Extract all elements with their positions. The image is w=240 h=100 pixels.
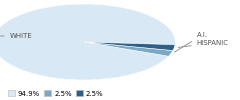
Legend: 94.9%, 2.5%, 2.5%: 94.9%, 2.5%, 2.5%: [8, 90, 103, 96]
Wedge shape: [84, 42, 175, 51]
Wedge shape: [0, 4, 175, 80]
Text: A.I.: A.I.: [174, 32, 208, 52]
Text: HISPANIC: HISPANIC: [178, 40, 229, 47]
Text: WHITE: WHITE: [0, 33, 32, 39]
Wedge shape: [84, 42, 173, 56]
